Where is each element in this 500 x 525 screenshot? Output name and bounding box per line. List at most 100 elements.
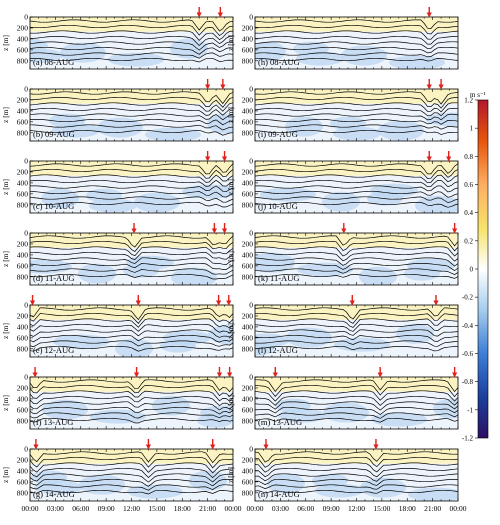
colorbar: m s⁻¹ 1.2 1 0.8 0.6 0.4 0.2 0 -0.2 -0.4 -0.6 -0.8 -…: [462, 91, 489, 443]
isopycnal-line: [255, 489, 458, 494]
colorbar-tick-label: -0.2: [462, 294, 474, 302]
y-tick-label: 800: [242, 128, 254, 137]
y-tick-label: 0: [249, 13, 253, 22]
isopycnal-line: [30, 307, 233, 321]
y-tick-label: 200: [17, 167, 29, 176]
event-arrow: [433, 295, 439, 306]
isopycnal-line: [30, 118, 233, 126]
isopycnal-line: [30, 163, 233, 175]
event-arrow: [217, 7, 223, 18]
y-tick-label: 0: [249, 445, 253, 454]
isopycnal-line: [255, 417, 458, 423]
event-arrow: [131, 223, 137, 234]
velocity-patch: [322, 191, 360, 212]
isopycnal-line: [255, 462, 458, 473]
y-tick-label: 600: [17, 189, 29, 198]
y-tick-label: 0: [24, 445, 28, 454]
x-tick-label: 06:00: [297, 504, 314, 513]
y-tick-label: 600: [242, 45, 254, 54]
y-tick-label: 400: [242, 178, 254, 187]
isopycnal-line: [255, 91, 458, 105]
event-arrow: [216, 295, 222, 306]
y-tick-label: 600: [17, 45, 29, 54]
x-tick-label: 21:00: [424, 504, 441, 513]
panel-label: (g) 14-AUG: [33, 489, 75, 499]
velocity-patch: [134, 192, 180, 213]
x-tick-label: 09:00: [98, 504, 115, 513]
colorbar-tick-label: 1: [470, 125, 474, 133]
isopycnal-line: [30, 340, 233, 348]
velocity-patch: [286, 327, 332, 348]
isopycnal-line: [30, 401, 233, 411]
velocity-patch: [171, 267, 217, 285]
isopycnal-line: [255, 345, 458, 352]
panel-label: (b) 09-AUG: [33, 129, 75, 139]
velocity-patch: [255, 41, 286, 62]
y-tick-label: 200: [17, 23, 29, 32]
y-axis-label: z [m]: [1, 467, 10, 483]
isopycnal-line: [30, 201, 233, 208]
isopycnal-line: [30, 179, 233, 187]
isopycnal-line: [30, 489, 233, 495]
event-arrow: [438, 79, 444, 90]
panel-label: (a) 08-AUG: [33, 57, 74, 67]
colorbar-tick-label: 0.2: [464, 237, 473, 245]
velocity-patch: [30, 48, 63, 63]
y-tick-label: 400: [17, 178, 29, 187]
panel-label: (j) 10-AUG: [258, 201, 298, 211]
event-arrow: [272, 367, 278, 378]
x-tick-label: 12:00: [348, 504, 365, 513]
panel-label: (i) 09-AUG: [258, 129, 298, 139]
velocity-patch: [115, 338, 153, 357]
y-tick-label: 200: [242, 455, 254, 464]
isopycnal-line: [255, 484, 458, 490]
panel-label: (n) 14-AUG: [258, 489, 300, 499]
isopycnal-line: [30, 196, 233, 203]
y-axis-label: z [m]: [226, 107, 235, 123]
y-tick-label: 200: [242, 383, 254, 392]
isopycnal-line: [255, 401, 458, 411]
colorbar-tick-label: -0.8: [462, 378, 474, 386]
isopycnal-line: [255, 107, 458, 117]
isopycnal-line: [255, 57, 458, 62]
velocity-patch: [433, 398, 458, 419]
isopycnal-line: [255, 257, 458, 267]
event-arrow: [210, 439, 216, 450]
isopycnal-line: [255, 96, 458, 109]
velocity-patch: [371, 412, 427, 427]
y-tick-label: 200: [17, 383, 29, 392]
event-arrow: [205, 79, 211, 90]
event-arrow: [221, 151, 228, 162]
isopycnal-line: [30, 484, 233, 491]
colorbar-tick-label: 0.8: [464, 153, 473, 161]
event-arrow: [221, 223, 228, 234]
y-tick-label: 800: [242, 200, 254, 209]
isopycnal-line: [30, 35, 233, 46]
isopycnal-line: [30, 52, 233, 59]
isopycnal-line: [30, 46, 233, 55]
y-tick-label: 400: [242, 394, 254, 403]
panel-label: (h) 08-AUG: [258, 57, 300, 67]
y-tick-label: 400: [17, 34, 29, 43]
event-arrow: [426, 79, 432, 90]
x-tick-label: 15:00: [373, 504, 390, 513]
isopycnal-line: [30, 345, 233, 352]
velocity-patch: [315, 483, 363, 498]
velocity-patch: [255, 252, 295, 273]
y-tick-label: 400: [17, 106, 29, 115]
y-tick-label: 600: [242, 333, 254, 342]
isopycnal-line: [255, 395, 458, 406]
colorbar-bar: [477, 99, 489, 439]
y-tick-label: 0: [249, 373, 253, 382]
isopycnal-line: [30, 57, 233, 63]
isopycnal-line: [255, 334, 458, 342]
velocity-patch: [152, 395, 190, 416]
velocity-patch: [389, 55, 445, 69]
panel-label: (m) 13-AUG: [258, 417, 302, 427]
y-tick-label: 800: [242, 488, 254, 497]
